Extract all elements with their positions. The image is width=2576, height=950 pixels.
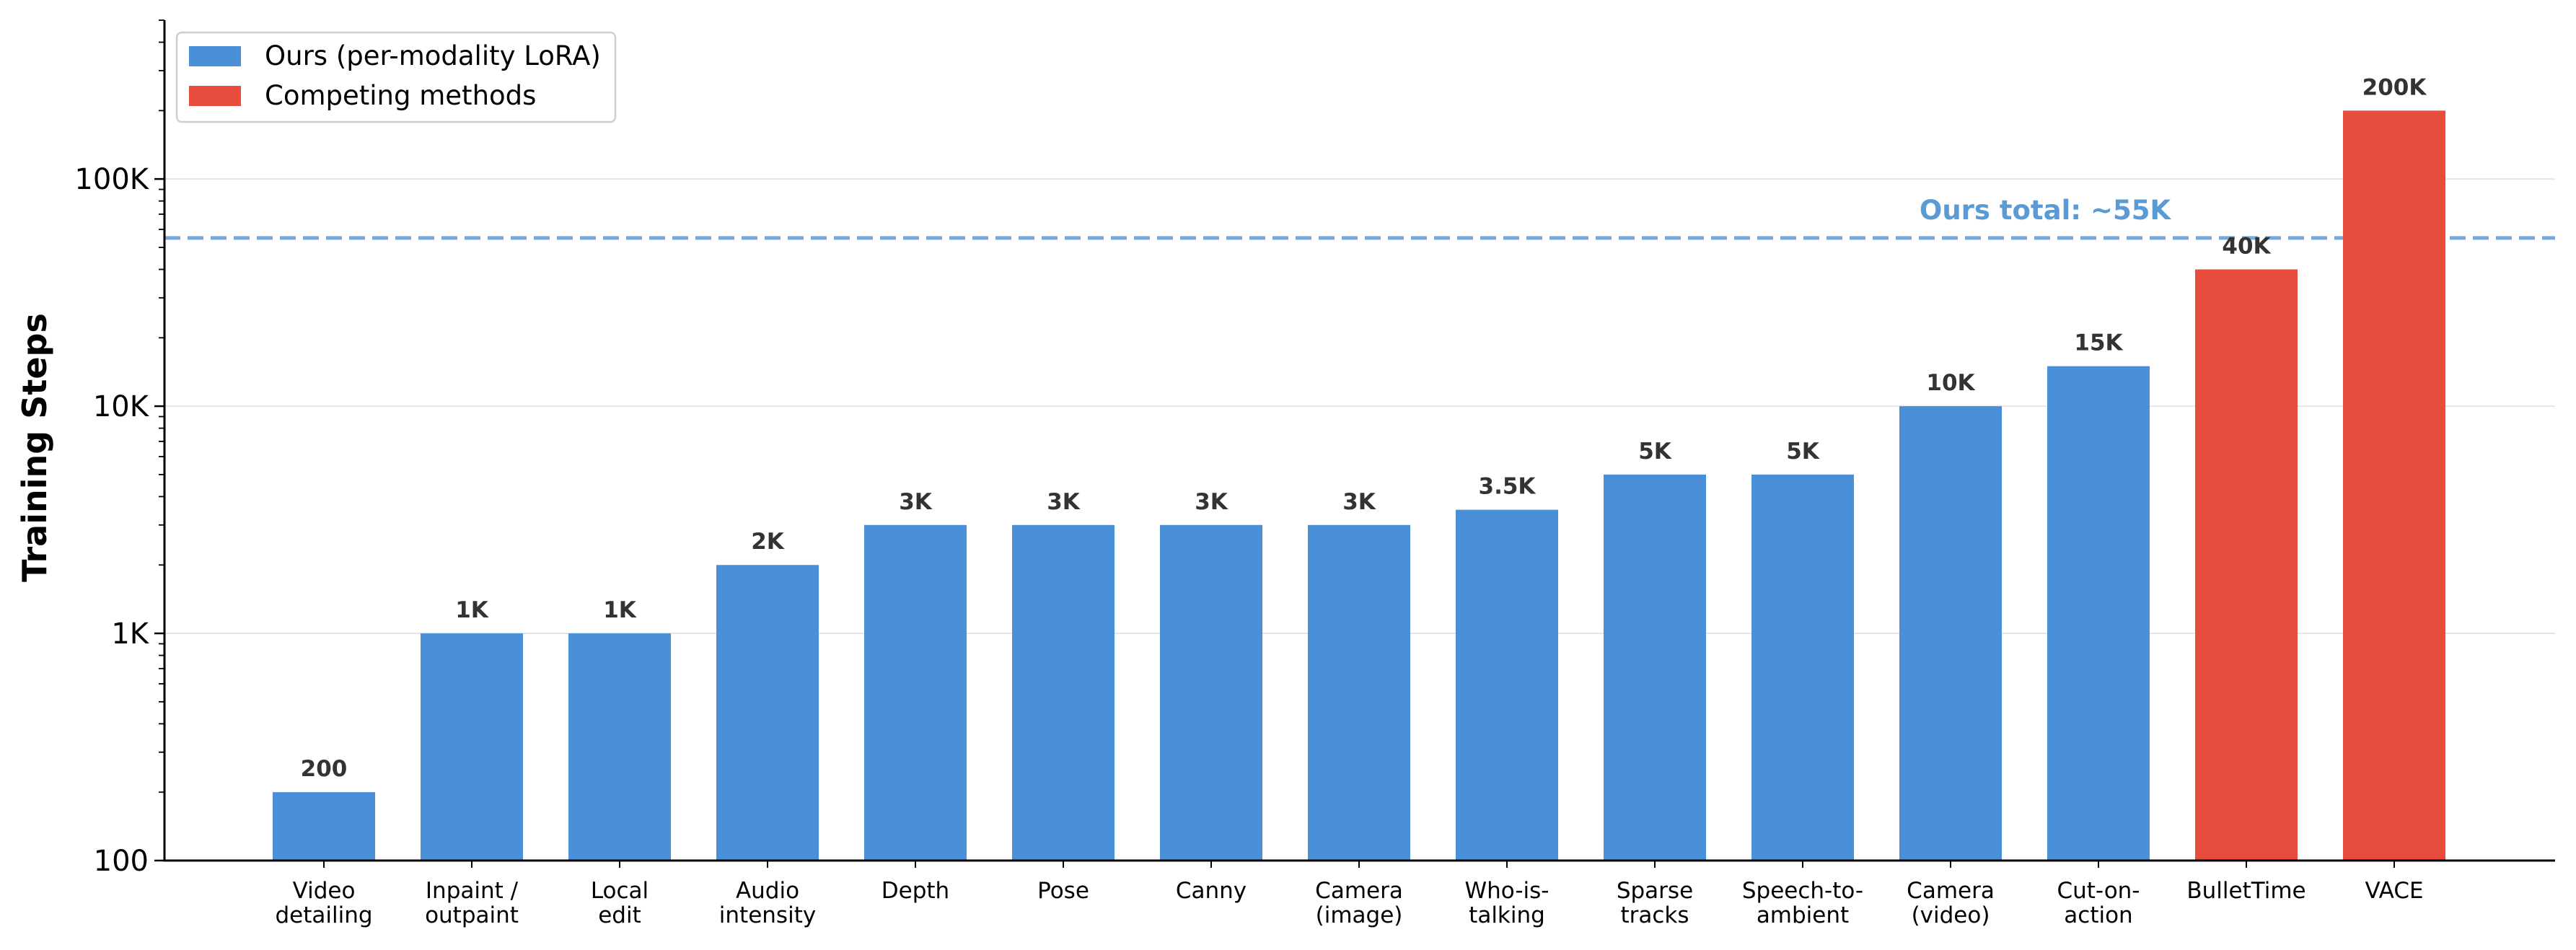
bar xyxy=(568,633,671,861)
x-tick-label: Camera xyxy=(1907,878,1995,904)
x-tick-label: Sparse xyxy=(1617,878,1693,904)
bar xyxy=(1751,474,1854,861)
x-tick-label: Speech-to- xyxy=(1742,878,1863,904)
x-tick-label: VACE xyxy=(2365,878,2423,904)
reference-line-group: Ours total: ~55K xyxy=(164,195,2555,240)
x-tick-label: edit xyxy=(598,902,641,928)
y-tick-label: 100K xyxy=(74,163,149,196)
x-tick-label: intensity xyxy=(719,902,816,928)
x-tick-label: outpaint xyxy=(425,902,519,928)
bar xyxy=(273,792,375,861)
legend-label: Ours (per-modality LoRA) xyxy=(265,40,601,71)
bar-value-label: 10K xyxy=(1926,370,1975,396)
x-tick-label: Canny xyxy=(1176,878,1247,904)
x-tick-label: Local xyxy=(591,878,649,904)
bar-value-label: 3K xyxy=(1047,489,1081,515)
bar xyxy=(1160,524,1262,861)
bar-value-label: 3.5K xyxy=(1479,474,1537,500)
x-tick-label: (image) xyxy=(1316,902,1403,928)
bar-value-label: 2K xyxy=(751,529,785,555)
bar-value-label: 200K xyxy=(2362,74,2427,100)
x-tick-label: Cut-on- xyxy=(2057,878,2140,904)
y-axis-title: Training Steps xyxy=(15,313,54,582)
y-tick-label: 100 xyxy=(94,845,149,878)
bar-value-label: 3K xyxy=(1342,489,1376,515)
bar xyxy=(1899,406,2002,861)
x-tick-label: Inpaint / xyxy=(426,878,519,904)
legend-box xyxy=(175,31,617,123)
bar xyxy=(2343,110,2445,861)
legend-swatch xyxy=(189,46,241,66)
x-tick-label: Camera xyxy=(1315,878,1403,904)
x-tick-label: detailing xyxy=(275,902,372,928)
x-tick-label: talking xyxy=(1469,902,1545,928)
x-tick-label: BulletTime xyxy=(2186,878,2305,904)
bar-value-label: 5K xyxy=(1638,439,1672,465)
legend-label: Competing methods xyxy=(265,80,536,111)
x-tick-label: Depth xyxy=(882,878,949,904)
bar xyxy=(864,524,967,861)
y-tick-label: 10K xyxy=(93,390,150,423)
bar-value-label: 200 xyxy=(301,756,348,782)
bar xyxy=(1012,524,1115,861)
axes xyxy=(154,19,2555,868)
bar xyxy=(2195,269,2298,861)
x-tick-label: Video xyxy=(293,878,356,904)
x-tick-label: (video) xyxy=(1912,902,1990,928)
bar-value-label: 40K xyxy=(2222,233,2271,259)
bar-value-label: 3K xyxy=(1195,489,1228,515)
bar-value-label: 3K xyxy=(899,489,933,515)
bar-value-label: 15K xyxy=(2074,330,2123,356)
bar xyxy=(716,565,819,861)
bar xyxy=(421,633,523,861)
bar-value-label: 1K xyxy=(603,597,637,623)
x-tick-label: tracks xyxy=(1620,902,1689,928)
x-tick-label: Pose xyxy=(1037,878,1089,904)
x-tick-label: Audio xyxy=(736,878,799,904)
x-tick-label: action xyxy=(2064,902,2132,928)
legend-swatch xyxy=(189,86,241,106)
bar-value-label: 1K xyxy=(455,597,489,623)
reference-line-label: Ours total: ~55K xyxy=(1920,195,2172,226)
x-tick-label: ambient xyxy=(1757,902,1849,928)
y-tick-label: 1K xyxy=(111,617,149,651)
bar-value-label: 5K xyxy=(1786,439,1820,465)
bar xyxy=(1604,474,1706,861)
legend: Ours (per-modality LoRA) Competing method… xyxy=(175,31,617,123)
bar xyxy=(1308,524,1410,861)
bar xyxy=(1456,509,1558,861)
bars xyxy=(273,110,2445,861)
x-tick-label: Who-is- xyxy=(1465,878,1549,904)
bar xyxy=(2047,366,2150,861)
